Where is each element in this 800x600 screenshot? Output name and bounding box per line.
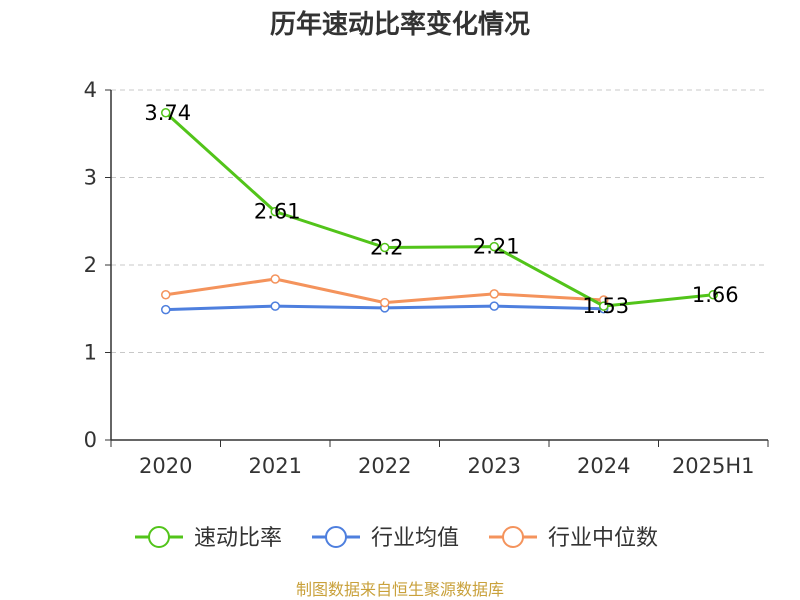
data-point-速动比率-2024[interactable] [599, 301, 609, 311]
data-point-行业均值-2020[interactable] [161, 304, 171, 315]
x-tick-label-2024: 2024 [577, 454, 630, 478]
data-label-2024: 1.53 [582, 294, 629, 318]
data-point-速动比率-2022[interactable] [380, 242, 390, 253]
legend[interactable]: 速动比率 行业均值 行业中位数 [135, 526, 658, 551]
data-point-速动比率-2021[interactable] [270, 206, 280, 217]
x-tick-label-2022: 2022 [358, 454, 411, 478]
data-point-速动比率-2023[interactable] [489, 241, 499, 252]
x-tick-label-2025H1: 2025H1 [672, 454, 755, 478]
data-label-2022: 2.2 [370, 236, 403, 260]
data-point-行业中位数-2023[interactable] [489, 289, 499, 299]
data-point-行业均值-2023[interactable] [489, 301, 499, 311]
legend-marker [148, 526, 170, 548]
series-group [161, 108, 718, 315]
data-point-速动比率-2020[interactable] [161, 108, 171, 118]
data-label-2023: 2.21 [473, 235, 520, 259]
data-point-行业中位数-2020[interactable] [161, 290, 171, 300]
y-tick-label-0: 0 [84, 428, 97, 452]
y-tick-label-3: 3 [84, 166, 97, 190]
y-tick-label-4: 4 [84, 78, 97, 102]
x-tick-label-2020: 2020 [139, 454, 192, 478]
y-tick-label-1: 1 [84, 341, 97, 365]
data-point-速动比率-2025H1[interactable] [708, 290, 718, 300]
data-label-2025H1: 1.66 [692, 283, 739, 307]
legend-marker [325, 526, 347, 548]
grid-lines [111, 89, 768, 353]
legend-marker [502, 526, 524, 548]
data-label-2021: 2.61 [254, 200, 301, 224]
data-point-行业中位数-2021[interactable] [270, 274, 280, 284]
legend-item-行业均值[interactable]: 行业均值 [312, 526, 459, 551]
series-line-速动比率 [164, 111, 714, 308]
y-tick-label-2: 2 [84, 253, 97, 277]
legend-label: 速动比率 [194, 526, 282, 551]
x-tick-label-2023: 2023 [468, 454, 521, 478]
axes: 0 1 2 3 4 2020 2021 2022 2023 2024 2025H1 [84, 78, 769, 478]
data-point-行业均值-2021[interactable] [270, 301, 280, 311]
source-note: 制图数据来自恒生聚源数据库 [296, 580, 504, 599]
data-label-2020: 3.74 [144, 101, 191, 125]
legend-item-行业中位数[interactable]: 行业中位数 [489, 526, 658, 551]
data-point-行业中位数-2022[interactable] [380, 297, 390, 308]
data-labels: 3.74 2.61 2.2 2.21 1.53 1.66 [144, 101, 738, 318]
chart-title: 历年速动比率变化情况 [270, 9, 530, 40]
legend-label: 行业中位数 [548, 526, 658, 551]
x-tick-label-2021: 2021 [249, 454, 302, 478]
legend-label: 行业均值 [371, 526, 459, 551]
legend-item-速动比率[interactable]: 速动比率 [135, 526, 282, 551]
